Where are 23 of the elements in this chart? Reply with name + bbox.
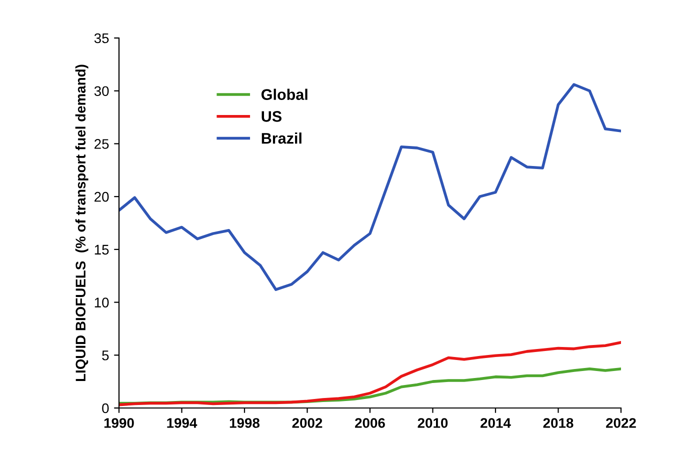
x-tick-label: 2022	[606, 418, 636, 428]
x-tick-label: 1994	[167, 418, 198, 428]
x-tick-label: 2018	[543, 418, 574, 428]
y-axis-title: LIQUID BIOFUELS (% of transport fuel demand)	[75, 64, 88, 382]
x-tick-label: 2002	[292, 418, 322, 428]
legend-label: Brazil	[262, 132, 302, 144]
x-tick-label: 2006	[355, 418, 385, 428]
y-tick-label: 0	[102, 403, 109, 414]
y-tick-label: 15	[94, 244, 109, 255]
x-tick-label: 1998	[230, 418, 260, 428]
y-tick-label: 10	[94, 298, 109, 308]
y-tick-label: 30	[94, 86, 109, 96]
y-tick-label: 20	[94, 192, 109, 202]
y-tick-label: 25	[94, 139, 109, 149]
x-tick-label: 1990	[104, 418, 134, 428]
x-tick-label: 2010	[418, 418, 448, 428]
y-tick-label: 35	[94, 33, 109, 44]
y-tick-label: 5	[102, 350, 109, 360]
legend-label: Global	[261, 88, 308, 100]
x-tick-label: 2014	[480, 418, 511, 428]
line-series	[119, 341, 621, 406]
legend-label: US	[262, 111, 282, 122]
line-series	[119, 83, 621, 291]
